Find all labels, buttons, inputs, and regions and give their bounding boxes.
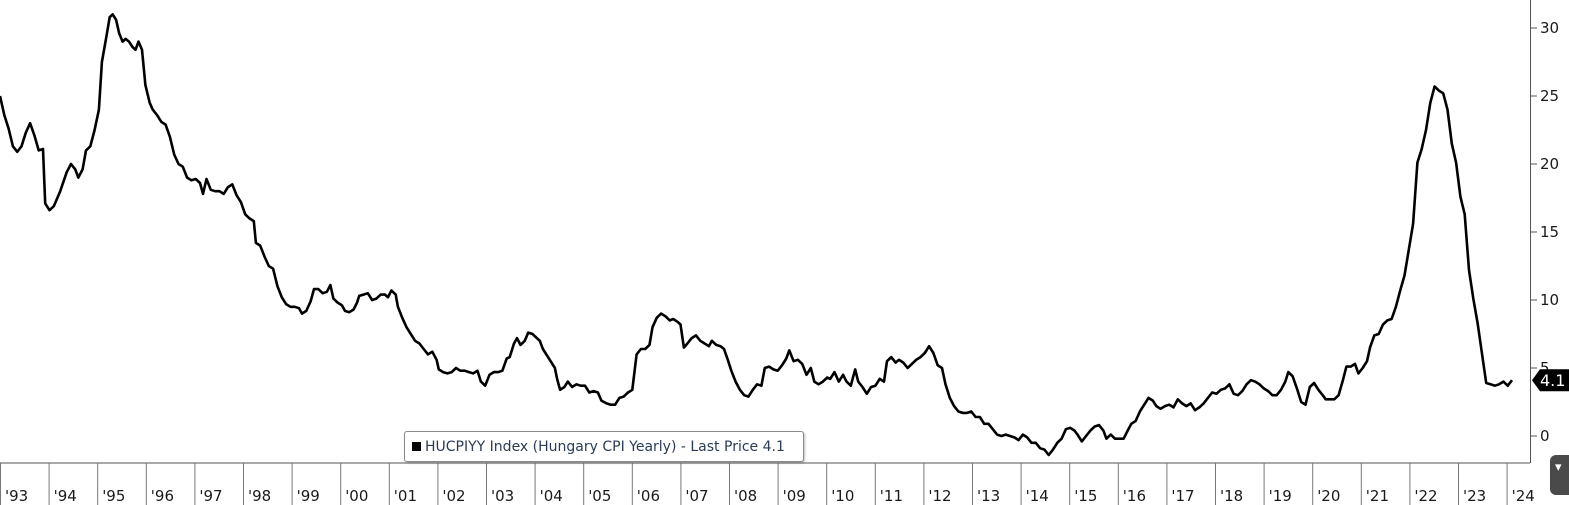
x-tick-label: '03 <box>491 487 514 505</box>
x-tick-label: '22 <box>1414 487 1437 505</box>
x-axis: '93 '94 '95 '96 '97 '98 '99 '00 '01 '02 '03 '04 '05 '… <box>0 462 1535 505</box>
x-tick-label: '24 <box>1512 487 1535 505</box>
x-tick-label: '10 <box>831 487 854 505</box>
x-tick-label: '08 <box>734 487 757 505</box>
x-tick-label: '16 <box>1123 487 1146 505</box>
series-line-0 <box>0 13 1514 457</box>
x-tick-label: '18 <box>1220 487 1243 505</box>
legend-text: HUCPIYY Index (Hungary CPI Yearly) - Las… <box>425 438 785 455</box>
y-tick-label: 15 <box>1540 223 1559 241</box>
x-tick-label: '99 <box>297 487 320 505</box>
x-tick-label: '95 <box>102 487 125 505</box>
x-tick-label: '94 <box>54 487 77 505</box>
x-tick-label: '93 <box>5 487 28 505</box>
chart-menu-icon[interactable]: ▾ <box>1550 455 1569 495</box>
y-tick-label: 30 <box>1540 19 1559 37</box>
x-tick-label: '11 <box>880 487 903 505</box>
x-tick-label: '02 <box>442 487 465 505</box>
x-tick-label: '98 <box>248 487 271 505</box>
legend-swatch-icon <box>412 442 421 451</box>
x-tick-label: '15 <box>1074 487 1097 505</box>
x-tick-label: '01 <box>394 487 417 505</box>
x-tick-label: '04 <box>540 487 563 505</box>
last-value-label: 4.1 <box>1540 371 1565 390</box>
x-tick-label: '96 <box>151 487 174 505</box>
x-tick-label: '05 <box>588 487 611 505</box>
x-tick-label: '14 <box>1026 487 1049 505</box>
x-tick-label: '09 <box>783 487 806 505</box>
x-tick-label: '07 <box>685 487 708 505</box>
x-tick-label: '97 <box>199 487 222 505</box>
last-value-badge: 4.1 <box>1532 369 1569 392</box>
x-tick-label: '20 <box>1317 487 1340 505</box>
x-tick-label: '17 <box>1171 487 1194 505</box>
y-tick-label: 25 <box>1540 87 1559 105</box>
x-tick-label: '21 <box>1366 487 1389 505</box>
series-layer <box>0 13 1514 457</box>
x-tick-label: '00 <box>345 487 368 505</box>
y-tick-label: 10 <box>1540 291 1559 309</box>
legend: HUCPIYY Index (Hungary CPI Yearly) - Las… <box>404 431 804 462</box>
x-tick-label: '06 <box>637 487 660 505</box>
x-tick-label: '12 <box>928 487 951 505</box>
y-axis: 0 5 10 15 20 25 30 <box>1530 0 1559 463</box>
y-tick-label: 0 <box>1540 427 1550 445</box>
x-tick-label: '19 <box>1269 487 1292 505</box>
y-tick-label: 20 <box>1540 155 1559 173</box>
y-tick-label: 5 <box>1540 359 1550 377</box>
x-tick-label: '23 <box>1463 487 1486 505</box>
last-value-badge-shape <box>1532 369 1569 392</box>
x-tick-label: '13 <box>977 487 1000 505</box>
